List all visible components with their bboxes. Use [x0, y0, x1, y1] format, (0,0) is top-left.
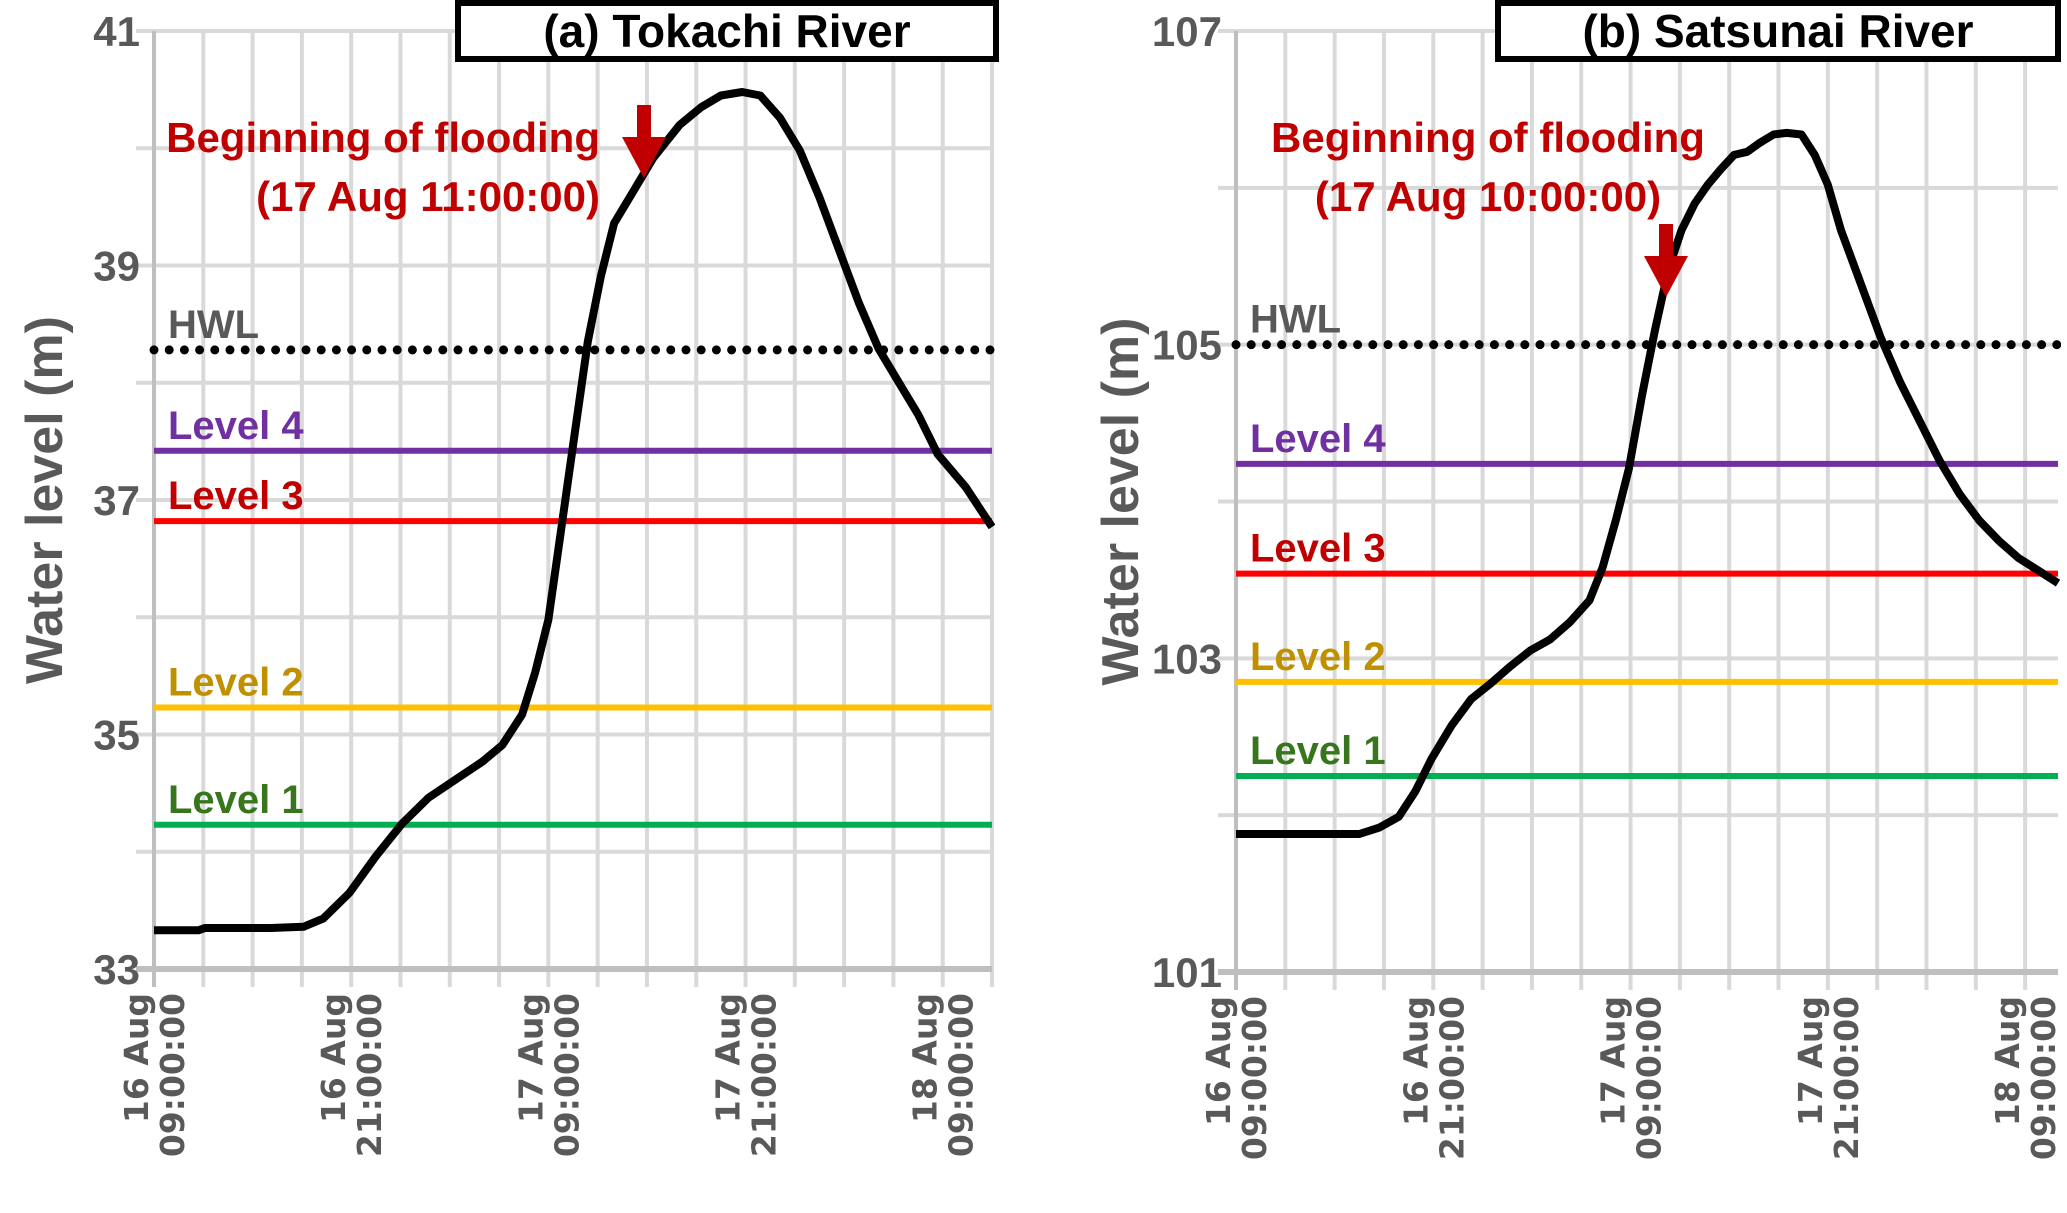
x-tick-date: 16 Aug [1396, 996, 1435, 1126]
x-tick-date: 16 Aug [1199, 996, 1238, 1126]
flood-annotation-line2: (17 Aug 10:00:00) [1315, 173, 1661, 220]
y-tick-label: 37 [93, 477, 140, 524]
water-level-line [154, 88, 996, 935]
x-tick-time: 09:00:00 [1630, 996, 1669, 1160]
title-box [1495, 0, 2061, 62]
flood-annotation-line2: (17 Aug 11:00:00) [256, 173, 600, 220]
down-arrow-icon [622, 105, 666, 178]
x-tick-time: 21:00:00 [1432, 996, 1471, 1160]
x-tick-date: 17 Aug [1791, 996, 1830, 1126]
flood-annotation-line1: Beginning of flooding [166, 114, 600, 161]
x-tick-date: 16 Aug [314, 993, 353, 1123]
y-tick-label: 107 [1152, 8, 1222, 55]
x-tick-date: 17 Aug [511, 993, 550, 1123]
threshold-label-level-4: Level 4 [1250, 417, 1386, 461]
x-tick-date: 17 Aug [709, 993, 748, 1123]
x-tick-time: 09:00:00 [547, 993, 586, 1157]
x-tick-date: 18 Aug [906, 993, 945, 1123]
threshold-label-level-3: Level 3 [1250, 527, 1386, 571]
threshold-label-level-1: Level 1 [168, 778, 304, 822]
x-tick-date: 18 Aug [1988, 996, 2027, 1126]
x-tick-time: 09:00:00 [942, 993, 981, 1157]
x-tick-date: 16 Aug [117, 993, 156, 1123]
flood-annotation-line1: Beginning of flooding [1271, 114, 1705, 161]
x-tick-time: 09:00:00 [2024, 996, 2063, 1160]
y-axis-title: Water level (m) [16, 316, 74, 684]
threshold-label-hwl: HWL [168, 303, 259, 347]
threshold-label-level-2: Level 2 [168, 661, 304, 705]
chart-title: (b) Satsunai River [1582, 5, 1973, 57]
threshold-label-level-2: Level 2 [1250, 635, 1386, 679]
x-tick-date: 17 Aug [1594, 996, 1633, 1126]
y-tick-label: 41 [93, 8, 140, 55]
plot-edge-mask [995, 0, 1075, 969]
water-level-line [1236, 128, 2061, 838]
threshold-label-level-4: Level 4 [168, 404, 304, 448]
y-tick-label: 39 [93, 243, 140, 290]
threshold-label-hwl: HWL [1250, 298, 1341, 342]
y-tick-label: 103 [1152, 635, 1222, 682]
down-arrow-icon [1644, 224, 1688, 297]
y-tick-label: 101 [1152, 949, 1222, 996]
title-box [455, 0, 999, 62]
chart-title: (a) Tokachi River [543, 5, 910, 57]
x-tick-time: 21:00:00 [745, 993, 784, 1157]
y-tick-label: 105 [1152, 322, 1222, 369]
y-tick-label: 33 [93, 946, 140, 993]
x-tick-time: 09:00:00 [153, 993, 192, 1157]
threshold-label-level-1: Level 1 [1250, 729, 1386, 773]
y-axis-title: Water level (m) [1092, 318, 1150, 686]
x-tick-time: 21:00:00 [350, 993, 389, 1157]
x-tick-time: 21:00:00 [1827, 996, 1866, 1160]
plot-edge-mask [2061, 0, 2067, 972]
threshold-label-level-3: Level 3 [168, 474, 304, 518]
x-tick-time: 09:00:00 [1235, 996, 1274, 1160]
y-tick-label: 35 [93, 712, 140, 759]
